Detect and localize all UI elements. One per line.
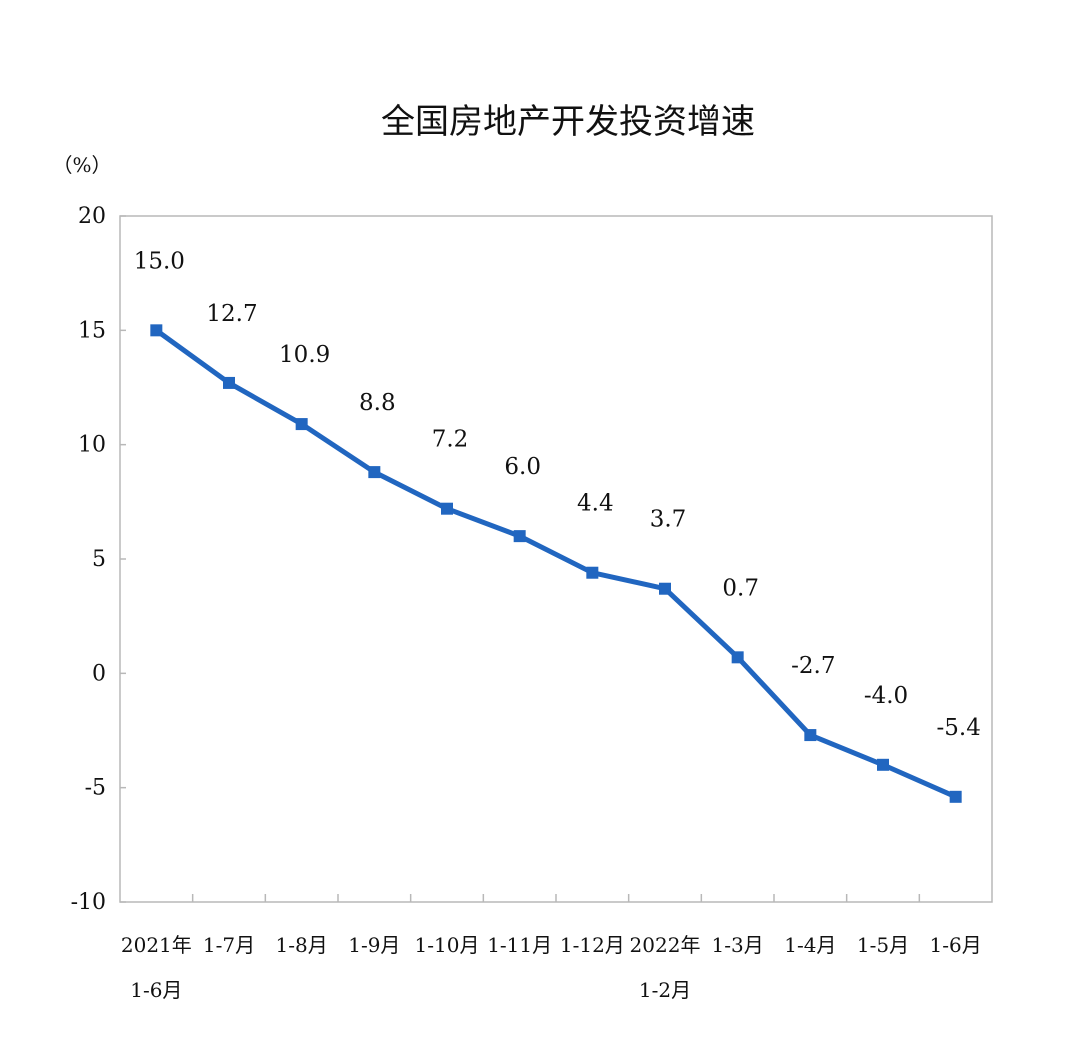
y-axis: 20 15 10 5 0 -5 -10 xyxy=(71,204,126,915)
x-tick-label: 1-3月 xyxy=(712,933,764,957)
y-tick-label: 0 xyxy=(92,661,106,686)
y-tick-label: 5 xyxy=(92,547,106,572)
data-label: 4.4 xyxy=(577,491,614,517)
y-tick-label: 20 xyxy=(78,204,106,229)
x-tick-label: 1-12月 xyxy=(560,933,625,957)
y-tick-label: -5 xyxy=(85,776,106,801)
data-point xyxy=(586,566,599,579)
x-tick-label: 1-6月 xyxy=(130,978,182,1002)
x-tick-label: 1-6月 xyxy=(930,933,982,957)
data-label: 0.7 xyxy=(722,575,759,601)
x-tick-label: 2021年 xyxy=(121,933,192,957)
data-point xyxy=(441,502,453,515)
x-tick-label: 1-4月 xyxy=(784,933,836,957)
data-point xyxy=(223,376,235,389)
series-line xyxy=(153,327,959,800)
data-point xyxy=(368,466,381,479)
data-point xyxy=(659,582,671,595)
data-point xyxy=(295,418,308,431)
data-label: 6.0 xyxy=(504,454,541,480)
x-tick-label: 1-10月 xyxy=(415,933,480,957)
y-unit-label: （%） xyxy=(52,153,111,177)
data-point xyxy=(731,651,744,664)
x-tick-label: 1-2月 xyxy=(639,978,691,1002)
data-label: 8.8 xyxy=(359,390,396,416)
x-tick-label: 1-8月 xyxy=(276,933,328,957)
x-tick-label: 1-9月 xyxy=(348,933,400,957)
data-label: 3.7 xyxy=(650,507,687,533)
data-label: -4.0 xyxy=(864,683,908,709)
y-tick-label: 10 xyxy=(78,433,106,458)
data-label: 7.2 xyxy=(432,427,469,453)
data-label: 15.0 xyxy=(134,248,185,274)
series-layer xyxy=(150,324,962,803)
data-point xyxy=(150,324,163,337)
x-tick-label: 1-11月 xyxy=(487,933,552,957)
data-point xyxy=(877,758,889,771)
data-label: -5.4 xyxy=(936,715,980,741)
x-tick-label: 1-5月 xyxy=(857,933,909,957)
data-label: 10.9 xyxy=(279,342,330,368)
chart-title: 全国房地产开发投资增速 xyxy=(381,102,755,142)
y-tick-label: 15 xyxy=(78,318,106,343)
data-label: 12.7 xyxy=(206,301,257,327)
data-point xyxy=(804,729,817,742)
x-tick-label: 2022年 xyxy=(630,933,701,957)
data-label: -2.7 xyxy=(791,653,835,679)
x-axis: 2021年 1-6月 1-7月 1-8月 1-9月 1-10月 1-11月 1-12月 2022… xyxy=(121,894,982,1002)
data-point xyxy=(949,790,962,803)
data-labels: 15.0 12.7 10.9 8.8 7.2 6.0 4.4 3.7 0.7 -2.7 -4.0 -5… xyxy=(134,248,981,740)
x-tick-label: 1-7月 xyxy=(203,933,255,957)
y-tick-label: -10 xyxy=(71,890,106,915)
data-point xyxy=(513,530,526,543)
